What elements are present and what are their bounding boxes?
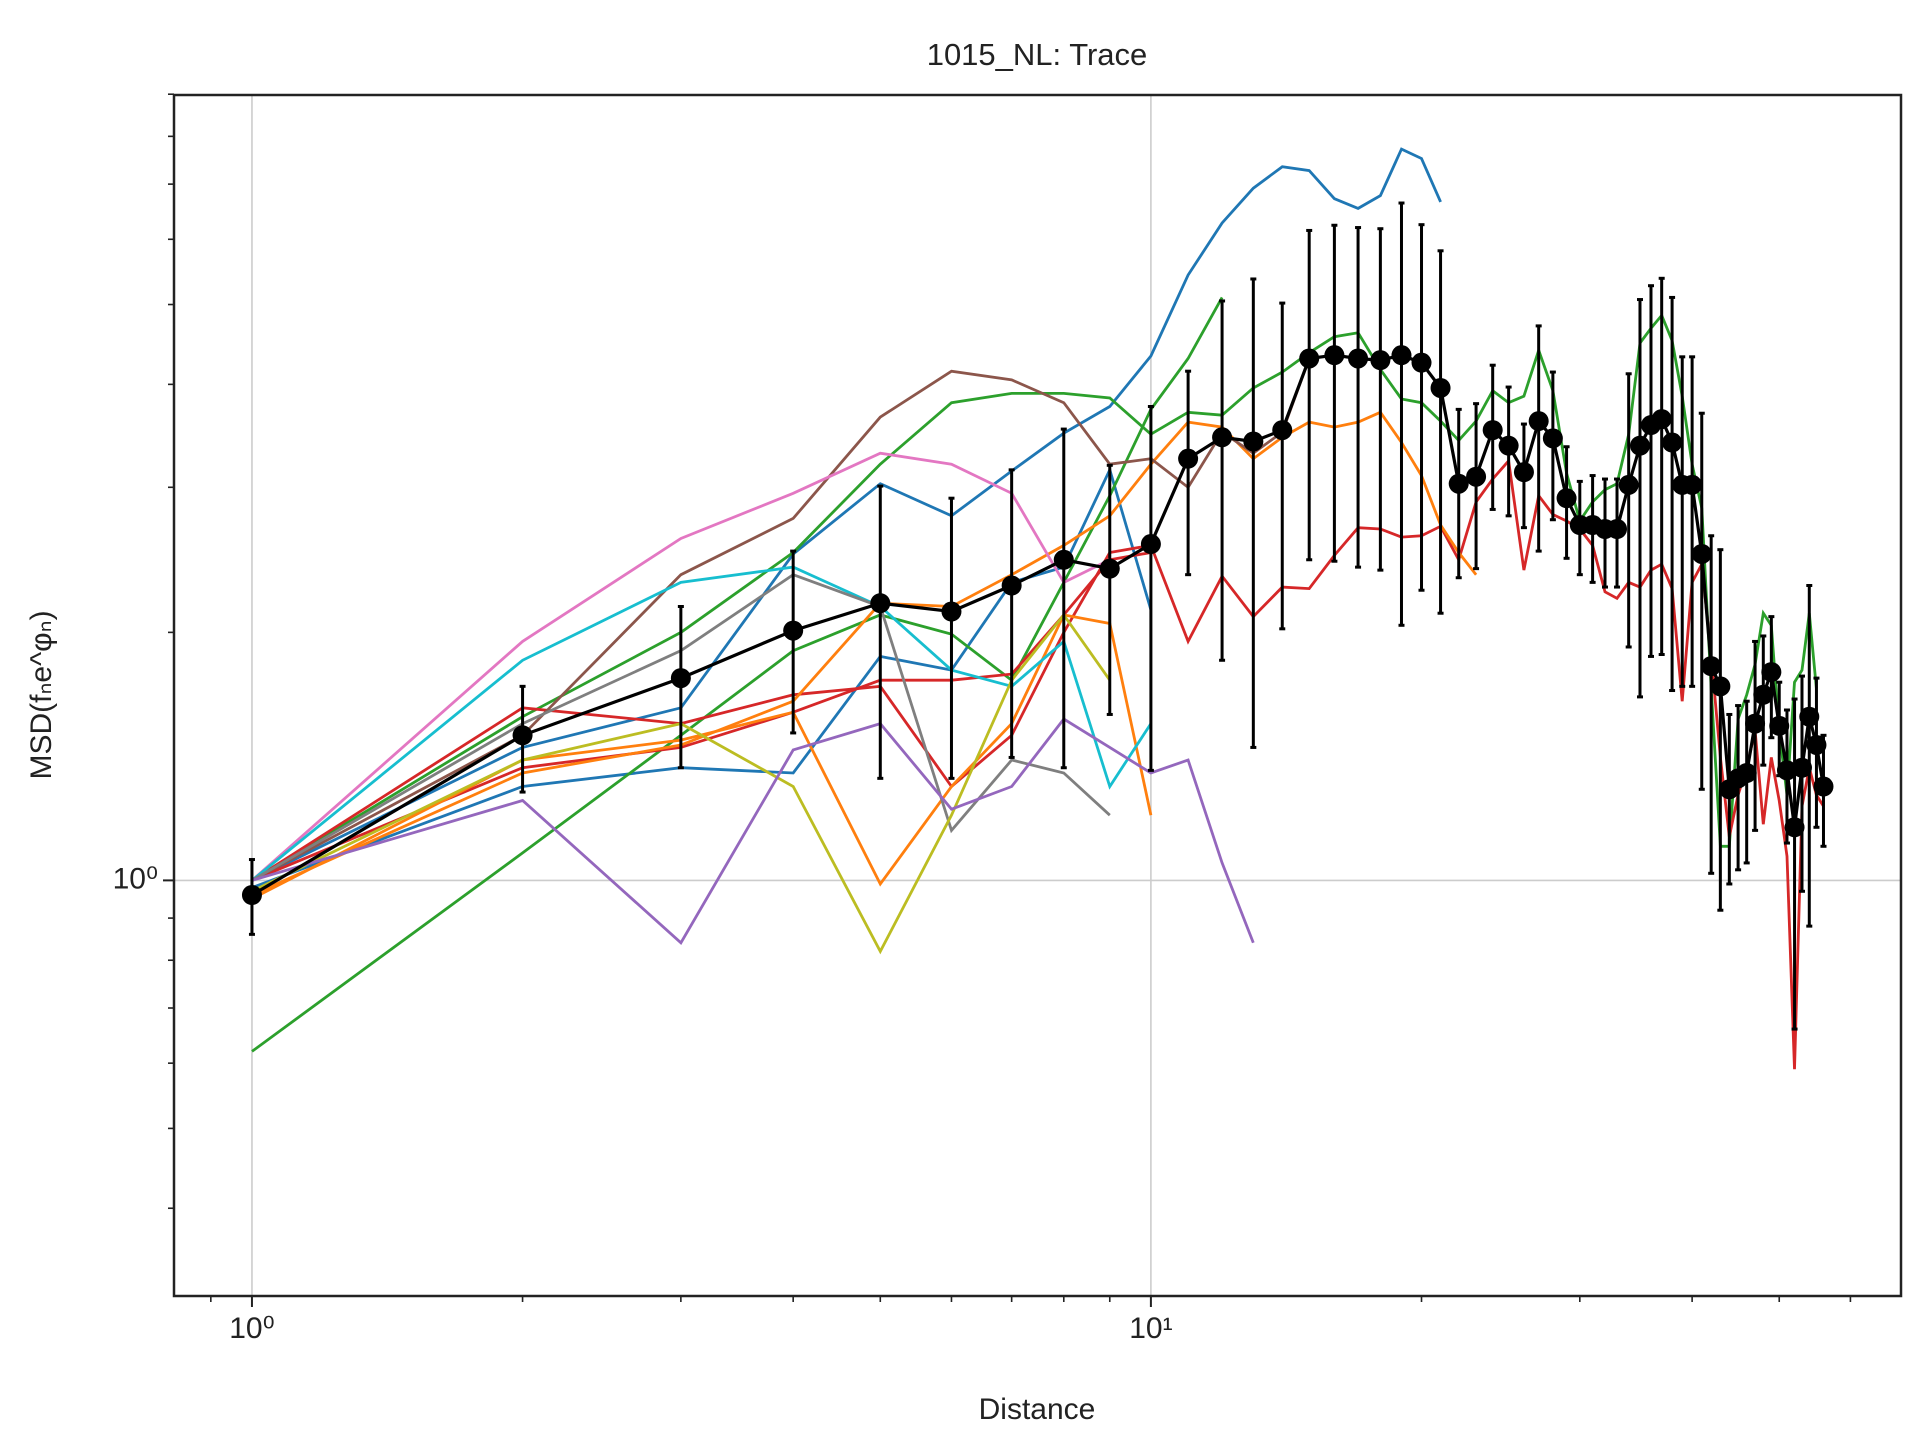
plot-frame <box>172 93 1903 1298</box>
series-line <box>251 358 1311 882</box>
data-point <box>1299 348 1320 369</box>
data-point <box>1498 435 1519 456</box>
series-line <box>251 451 1111 882</box>
data-point <box>1745 713 1766 734</box>
data-point <box>670 668 691 689</box>
data-point <box>1348 348 1369 369</box>
data-point <box>1212 427 1233 448</box>
data-point <box>1513 462 1534 483</box>
data-point <box>1411 352 1432 373</box>
data-point <box>241 884 262 905</box>
x-tick-label: 10⁰ <box>229 1312 274 1345</box>
data-point <box>1618 474 1639 495</box>
data-point <box>1769 715 1790 736</box>
y-axis-label: MSD(fₙe^φₙ) <box>25 610 58 779</box>
data-point <box>1791 757 1812 778</box>
data-point <box>1776 760 1797 781</box>
data-point <box>1448 473 1469 494</box>
data-point <box>1761 662 1782 683</box>
data-point <box>512 725 533 746</box>
data-point <box>783 620 804 641</box>
data-point <box>1607 518 1628 539</box>
data-point <box>1391 345 1412 366</box>
data-point <box>1651 409 1672 430</box>
data-point <box>1662 432 1683 453</box>
data-point <box>1799 706 1820 727</box>
data-point <box>1430 377 1451 398</box>
data-point <box>1324 345 1345 366</box>
series-line <box>251 612 1111 955</box>
data-point <box>870 593 891 614</box>
series-line <box>251 296 1224 1053</box>
data-point <box>1528 411 1549 432</box>
x-tick-label: 10¹ <box>1129 1312 1172 1345</box>
data-point <box>941 601 962 622</box>
data-point <box>1466 466 1487 487</box>
series-line <box>251 613 1153 900</box>
data-point <box>1806 734 1827 755</box>
data-point <box>1629 435 1650 456</box>
series-line <box>251 147 1442 882</box>
data-point <box>1001 575 1022 596</box>
data-point <box>1053 549 1074 570</box>
data-point <box>1243 431 1264 452</box>
data-point <box>1784 817 1805 838</box>
data-point <box>1482 420 1503 441</box>
data-point <box>1178 448 1199 469</box>
series-line <box>251 565 1153 882</box>
data-point <box>1682 474 1703 495</box>
data-point <box>1370 350 1391 371</box>
data-point <box>1556 488 1577 509</box>
data-point <box>1701 656 1722 677</box>
chart-title: 1015_NL: Trace <box>927 37 1148 72</box>
series-line <box>251 465 1153 889</box>
x-axis-label: Distance <box>979 1393 1096 1426</box>
data-point <box>1813 776 1834 797</box>
data-point <box>1542 428 1563 449</box>
data-point <box>1736 763 1757 784</box>
data-point <box>1710 676 1731 697</box>
data-point <box>1099 558 1120 579</box>
data-point <box>1691 543 1712 564</box>
data-point <box>1140 534 1161 555</box>
series-line <box>251 717 1255 945</box>
series-line <box>251 551 1152 882</box>
data-point <box>1272 420 1293 441</box>
data-point <box>1753 684 1774 705</box>
y-tick-label: 10⁰ <box>113 862 158 895</box>
